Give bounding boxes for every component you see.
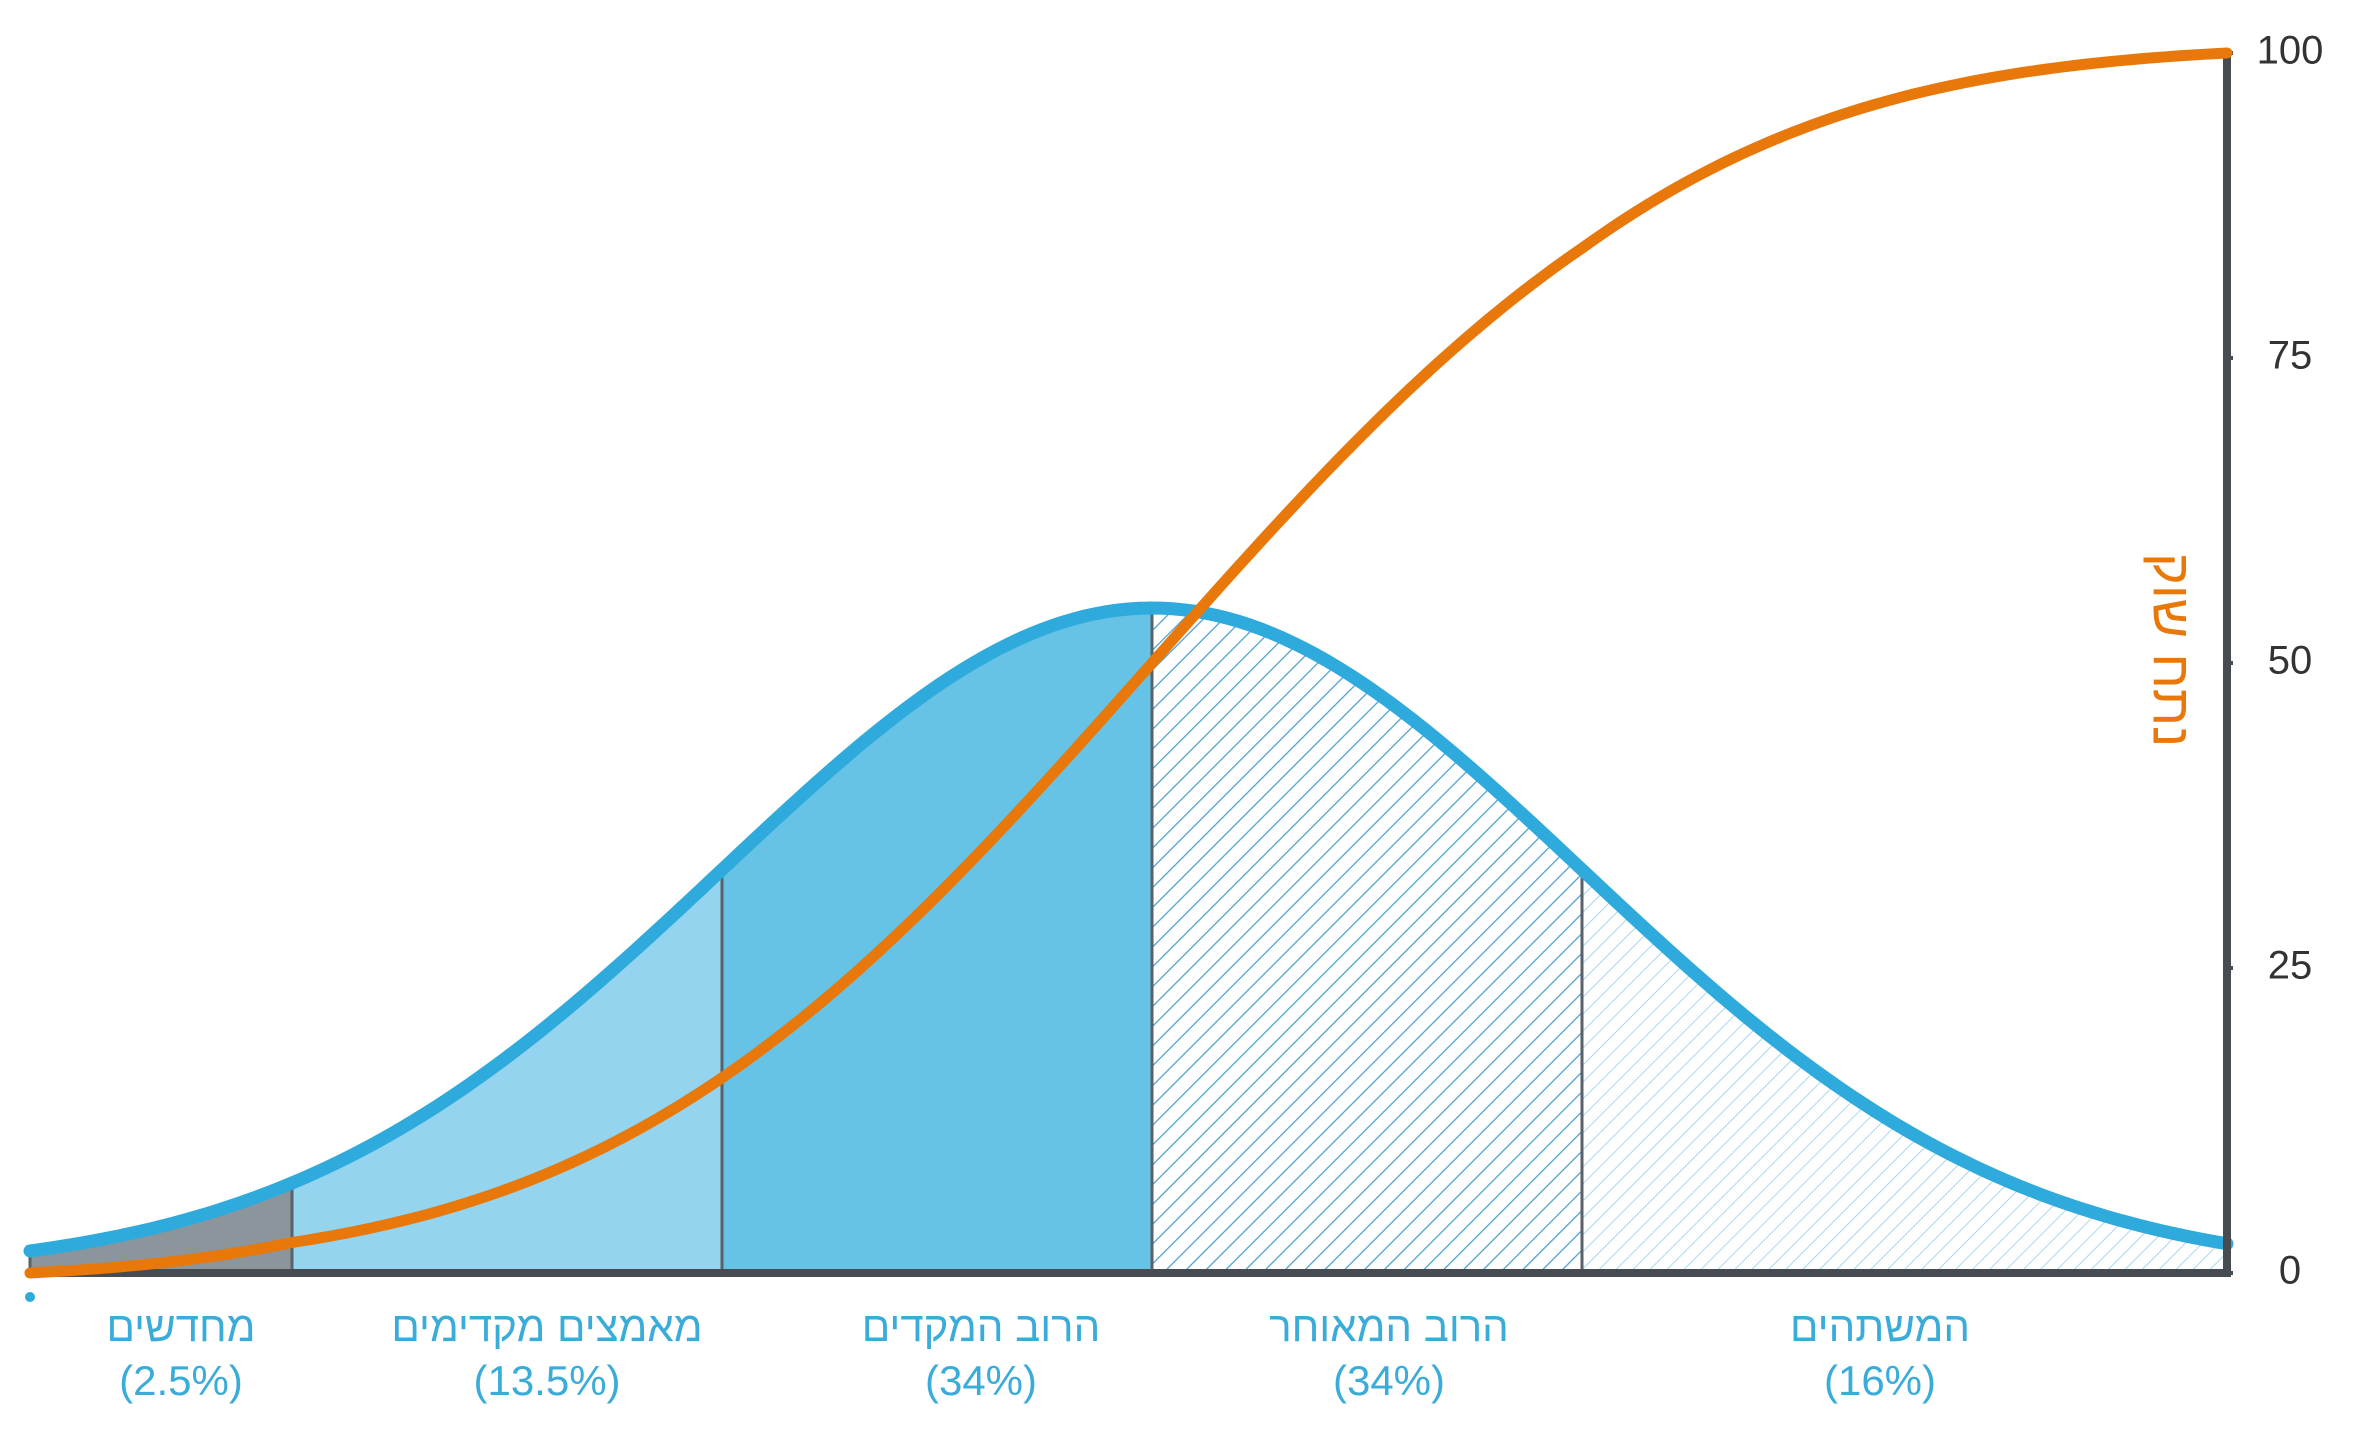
- category-label: מאמצים מקדימים: [391, 1303, 702, 1350]
- y-tick-label: 50: [2268, 639, 2313, 683]
- segment: [1150, 606, 1584, 1275]
- y-tick-label: 25: [2268, 944, 2313, 988]
- category-label: הרוב המאוחר: [1269, 1303, 1509, 1350]
- category-label: הרוב המקדים: [862, 1303, 1100, 1350]
- y-tick-label: 75: [2268, 334, 2313, 378]
- origin-dot: [25, 1292, 35, 1302]
- segment: [720, 606, 1154, 1275]
- market-share-line: [24, 47, 2233, 1279]
- y-tick-label: 0: [2279, 1249, 2301, 1293]
- bell-curve: [23, 601, 2234, 1258]
- y-axis-label: נתח שוק: [2142, 553, 2202, 747]
- category-label: המשתהים: [1790, 1303, 1970, 1350]
- value-label: (34%): [1333, 1357, 1445, 1404]
- value-label: (16%): [1824, 1357, 1936, 1404]
- segment: [1580, 866, 2229, 1275]
- value-label: (34%): [925, 1357, 1037, 1404]
- value-label: (13.5%): [473, 1357, 620, 1404]
- y-tick-label: 100: [2257, 29, 2324, 73]
- value-label: (2.5%): [119, 1357, 243, 1404]
- category-label: מחדשים: [107, 1303, 256, 1350]
